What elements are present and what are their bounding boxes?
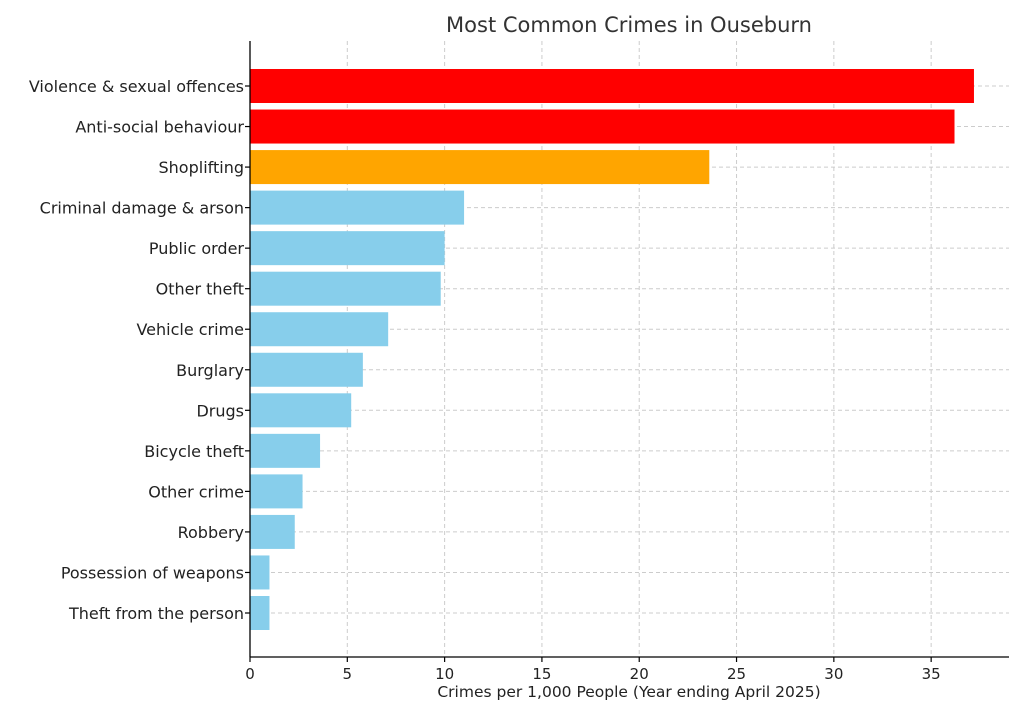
category-label: Possession of weapons: [61, 563, 244, 582]
x-tick-labels: 0 5 10 15 20 25 30 35: [245, 657, 941, 683]
grid-lines: [249, 41, 1009, 657]
category-label: Robbery: [178, 523, 244, 542]
category-label: Bicycle theft: [144, 442, 244, 461]
bar: [250, 474, 303, 509]
bar: [250, 312, 389, 347]
x-tick-label: 5: [343, 665, 353, 683]
x-tick-label: 25: [727, 665, 746, 683]
category-label: Criminal damage & arson: [40, 199, 244, 218]
bar: [250, 393, 352, 428]
bar: [250, 555, 270, 590]
category-label: Vehicle crime: [136, 320, 244, 339]
category-label: Drugs: [196, 401, 244, 420]
category-labels: Violence & sexual offences Anti-social be…: [29, 77, 250, 623]
x-tick-label: 35: [922, 665, 941, 683]
bar: [250, 596, 270, 630]
category-label: Public order: [149, 239, 245, 258]
axes: [249, 41, 1009, 658]
category-label: Theft from the person: [68, 604, 244, 623]
bar: [250, 109, 955, 144]
category-label: Shoplifting: [159, 158, 245, 177]
x-axis-title: Crimes per 1,000 People (Year ending Apr…: [437, 683, 820, 701]
x-tick-label: 20: [630, 665, 649, 683]
bar: [250, 352, 363, 387]
category-label: Anti-social behaviour: [75, 118, 244, 137]
chart-title: Most Common Crimes in Ouseburn: [446, 13, 812, 37]
bar: [250, 190, 465, 225]
x-tick-label: 0: [245, 665, 255, 683]
category-label: Violence & sexual offences: [29, 77, 244, 96]
bars: [250, 69, 974, 630]
category-label: Other crime: [148, 482, 244, 501]
bar: [250, 433, 321, 468]
bar: [250, 69, 974, 103]
x-tick-label: 30: [824, 665, 843, 683]
bar: [250, 150, 710, 185]
bar: [250, 514, 295, 549]
category-label: Other theft: [156, 280, 244, 299]
bar: [250, 271, 441, 306]
x-tick-label: 10: [435, 665, 454, 683]
bar: [250, 231, 445, 266]
x-tick-label: 15: [532, 665, 551, 683]
category-label: Burglary: [176, 361, 244, 380]
